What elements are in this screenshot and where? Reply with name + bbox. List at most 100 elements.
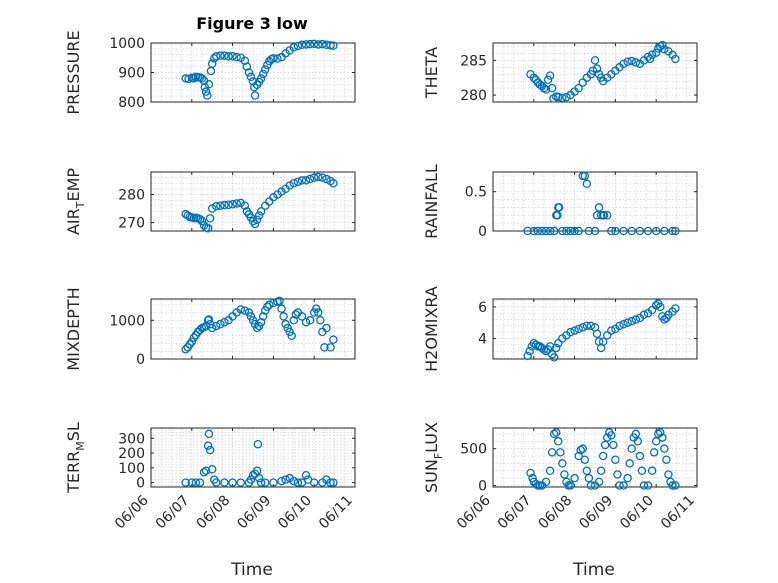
data-point (651, 437, 661, 446)
data-point (258, 69, 268, 79)
y-tick-label: 0 (136, 476, 145, 492)
data-point (289, 43, 299, 52)
y-tick-label: 0.5 (465, 185, 487, 201)
data-point (651, 301, 661, 310)
data-point (204, 80, 214, 89)
panel-air-temp: 270 280 AIRTEMP (64, 168, 356, 235)
data-point (246, 475, 256, 484)
data-point (240, 201, 250, 210)
y-axis-label: THETA (422, 47, 441, 99)
data-point (643, 226, 653, 236)
x-tick-label: 06/08 (194, 493, 234, 533)
data-point (566, 327, 575, 337)
data-point (639, 310, 649, 320)
x-tick-label: 06/10 (275, 493, 315, 533)
y-tick-label: 1000 (109, 36, 145, 52)
panel-mixdepth: 0 1000 MIXDEPTH (64, 287, 356, 371)
data-point (613, 470, 622, 479)
data-point (305, 39, 315, 49)
data-point (316, 316, 325, 325)
data-point (547, 448, 557, 457)
data-point (639, 481, 649, 490)
panel-h2omixra: 4 6 H2OMIXRA (422, 286, 698, 372)
data-point (301, 40, 311, 49)
data-point (305, 316, 315, 325)
y-tick-label: 0 (136, 352, 145, 368)
data-point (582, 466, 592, 476)
y-tick-label: 280 (118, 187, 145, 203)
data-point (619, 59, 628, 69)
data-point (671, 481, 680, 490)
axes-frame (492, 171, 698, 232)
data-point (539, 83, 549, 93)
data-point (256, 478, 266, 487)
data-point (584, 226, 594, 236)
data-point (314, 40, 323, 49)
data-point (329, 41, 338, 50)
data-point (627, 444, 636, 453)
data-point (594, 203, 604, 212)
panel-terr-msl: 06/06 06/07 06/08 06/09 06/10 06/11 0100200300… (64, 422, 356, 532)
data-point (197, 216, 207, 226)
data-point (205, 214, 215, 223)
data-point (277, 476, 286, 486)
data-point (314, 308, 323, 317)
data-point (580, 455, 590, 464)
x-tick-label: 06/09 (576, 493, 616, 533)
data-point (594, 477, 604, 487)
data-point (615, 481, 624, 490)
data-point (627, 56, 636, 66)
data-point (212, 202, 221, 211)
axes-frame (492, 298, 698, 360)
data-point (671, 54, 680, 64)
data-point (244, 68, 254, 77)
data-point (578, 444, 588, 453)
data-point (236, 305, 246, 314)
data-point (289, 178, 299, 188)
data-point (592, 329, 602, 338)
data-point (242, 62, 252, 71)
data-point (631, 58, 641, 67)
data-point (631, 429, 641, 439)
data-point (253, 439, 263, 449)
data-point (633, 437, 643, 446)
data-point (207, 204, 217, 213)
y-tick-label: 6 (478, 300, 487, 316)
data-point (201, 466, 211, 476)
data-point (256, 207, 266, 216)
data-point (662, 455, 671, 464)
x-tick-label: 06/06 (112, 492, 152, 532)
data-point (637, 466, 647, 476)
data-point (224, 200, 233, 210)
data-point (656, 302, 665, 312)
data-point (228, 478, 237, 487)
x-tick-label: 06/08 (536, 493, 576, 533)
data-point (671, 304, 680, 313)
data-point (586, 321, 596, 331)
data-point (647, 50, 657, 60)
data-point (281, 475, 290, 484)
data-point (252, 215, 262, 225)
y-tick-label: 800 (118, 95, 145, 111)
data-point (326, 343, 335, 352)
data-point (627, 316, 636, 326)
data-point (584, 473, 594, 483)
data-point (660, 444, 669, 453)
data-point (289, 316, 299, 325)
data-point (660, 44, 669, 54)
data-point (619, 226, 628, 236)
data-point (651, 226, 661, 236)
data-point (611, 455, 620, 464)
data-point (318, 39, 327, 49)
data-point (562, 226, 571, 236)
data-point (309, 478, 319, 487)
data-point (256, 74, 266, 83)
data-point (645, 54, 655, 64)
data-point (560, 470, 569, 479)
data-point (554, 92, 563, 102)
data-point (541, 226, 551, 236)
data-point (611, 226, 620, 236)
x-tick-label: 06/07 (153, 493, 193, 533)
data-point (212, 478, 221, 487)
